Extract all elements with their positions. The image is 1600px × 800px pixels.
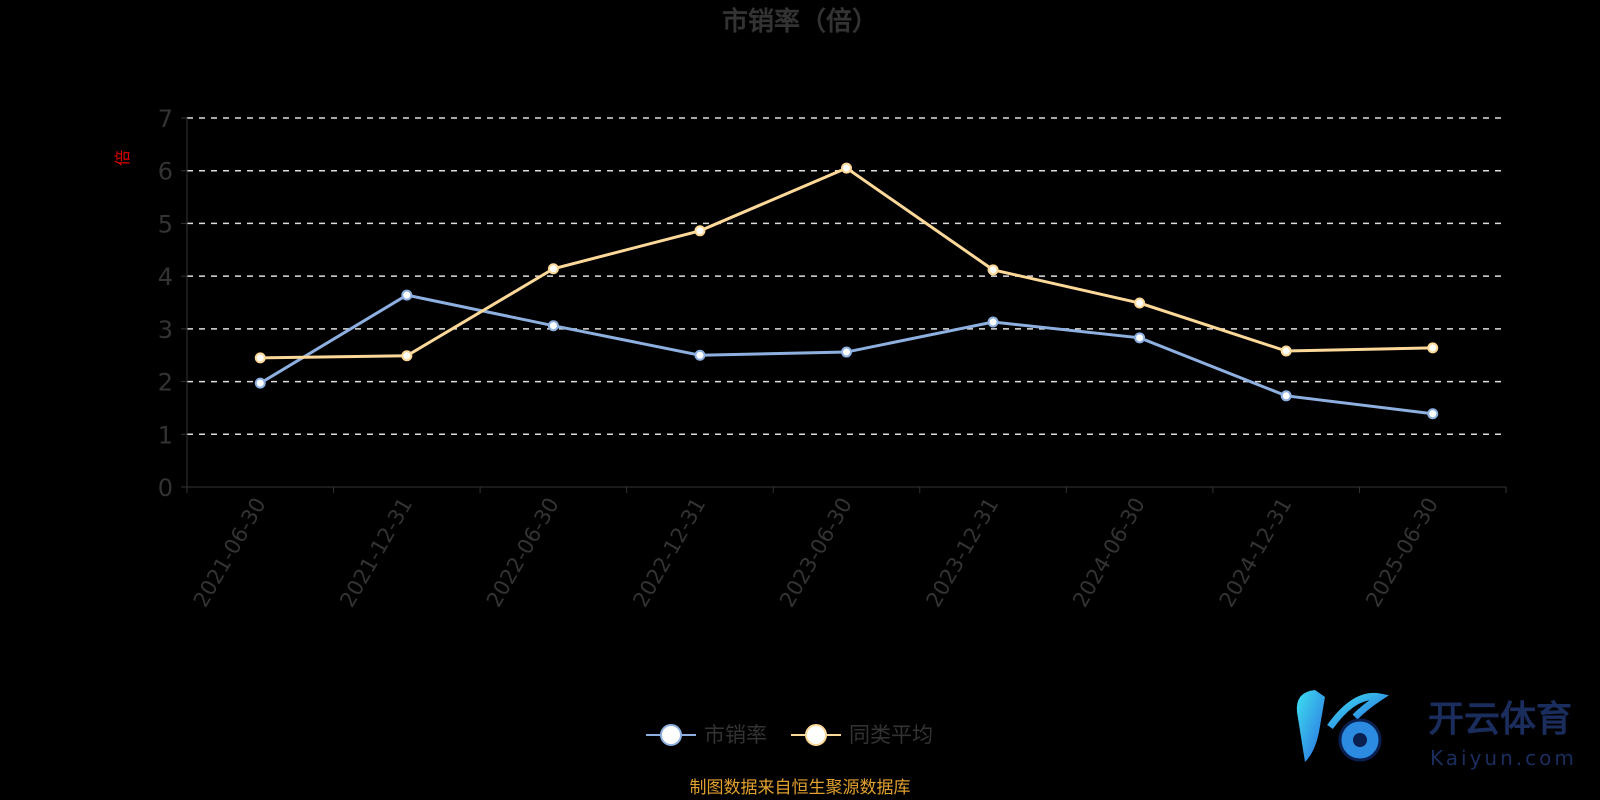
data-point [841,162,852,174]
data-point [254,352,266,364]
data-point [547,263,559,275]
source-note: 制图数据来自恒生聚源数据库 [689,778,911,798]
data-point [1134,332,1146,344]
legend-item-peer-avg[interactable]: 同类平均 [791,722,933,748]
y-tick-label: 1 [158,421,173,449]
legend-marker-icon [646,724,696,746]
x-tick-label: 2025-06-30 [1361,494,1443,612]
x-tick-label: 2023-06-30 [775,494,857,612]
data-point [694,349,706,361]
x-tick-label: 2022-12-31 [628,494,710,612]
legend-marker-icon [791,724,841,746]
data-point [254,377,266,389]
y-tick-label: 3 [158,316,173,344]
y-tick-label: 2 [158,369,173,397]
legend-label: 同类平均 [849,723,933,747]
data-point [987,264,999,276]
data-point [841,346,852,358]
data-point [987,316,999,328]
data-point [1280,345,1292,357]
x-tick-label: 2023-12-31 [922,494,1004,612]
y-tick-label: 0 [158,474,173,502]
kaiyun-logo-icon [1296,690,1389,762]
data-point [401,289,413,301]
y-axis-label: 倍 [113,150,132,166]
x-tick-label: 2021-06-30 [189,494,271,612]
legend-item-ps[interactable]: 市销率 [646,722,767,748]
x-tick-label: 2024-06-30 [1068,494,1150,612]
y-tick-label: 7 [158,105,173,133]
data-point [694,225,706,237]
watermark-sub: Kaiyun.com [1430,746,1577,770]
watermark-title: 开云体育 [1428,699,1573,740]
data-point [1280,390,1292,402]
data-point [401,350,413,362]
x-tick-label: 2022-06-30 [482,494,564,612]
chart-title: 市销率（倍） [721,7,878,37]
y-tick-label: 6 [158,158,173,186]
data-point [1134,297,1146,309]
legend: 市销率 同类平均 [646,722,947,748]
x-tick-label: 2021-12-31 [335,494,417,612]
data-point [1427,342,1439,354]
data-point [547,320,559,332]
data-point [1427,408,1439,420]
legend-label: 市销率 [704,723,767,747]
y-tick-label: 4 [158,263,173,291]
x-tick-label: 2024-12-31 [1215,494,1297,612]
y-tick-label: 5 [158,210,173,238]
